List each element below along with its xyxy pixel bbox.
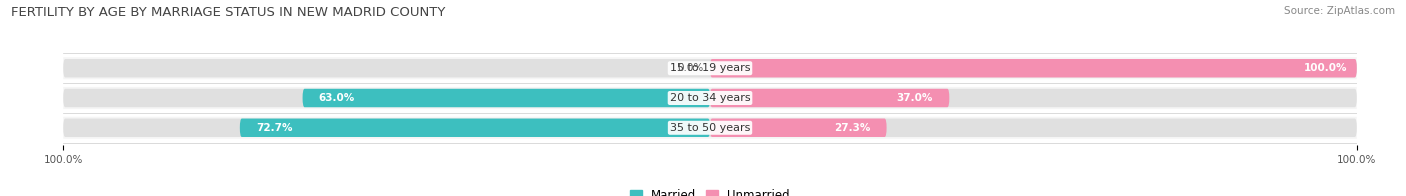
FancyBboxPatch shape	[63, 59, 1357, 77]
Text: Source: ZipAtlas.com: Source: ZipAtlas.com	[1284, 6, 1395, 16]
Text: 72.7%: 72.7%	[256, 123, 292, 133]
FancyBboxPatch shape	[63, 119, 1357, 137]
Text: 35 to 50 years: 35 to 50 years	[669, 123, 751, 133]
Text: 100.0%: 100.0%	[1303, 63, 1347, 73]
FancyBboxPatch shape	[63, 89, 1357, 107]
FancyBboxPatch shape	[240, 119, 710, 137]
FancyBboxPatch shape	[63, 117, 1357, 139]
Text: 20 to 34 years: 20 to 34 years	[669, 93, 751, 103]
Text: 0.0%: 0.0%	[678, 63, 703, 73]
FancyBboxPatch shape	[63, 87, 1357, 109]
Text: 27.3%: 27.3%	[834, 123, 870, 133]
FancyBboxPatch shape	[302, 89, 710, 107]
Text: FERTILITY BY AGE BY MARRIAGE STATUS IN NEW MADRID COUNTY: FERTILITY BY AGE BY MARRIAGE STATUS IN N…	[11, 6, 446, 19]
FancyBboxPatch shape	[710, 59, 1357, 77]
Text: 63.0%: 63.0%	[319, 93, 354, 103]
Text: 37.0%: 37.0%	[897, 93, 934, 103]
FancyBboxPatch shape	[710, 119, 887, 137]
FancyBboxPatch shape	[710, 89, 949, 107]
Legend: Married, Unmarried: Married, Unmarried	[626, 184, 794, 196]
FancyBboxPatch shape	[63, 57, 1357, 79]
Text: 15 to 19 years: 15 to 19 years	[669, 63, 751, 73]
